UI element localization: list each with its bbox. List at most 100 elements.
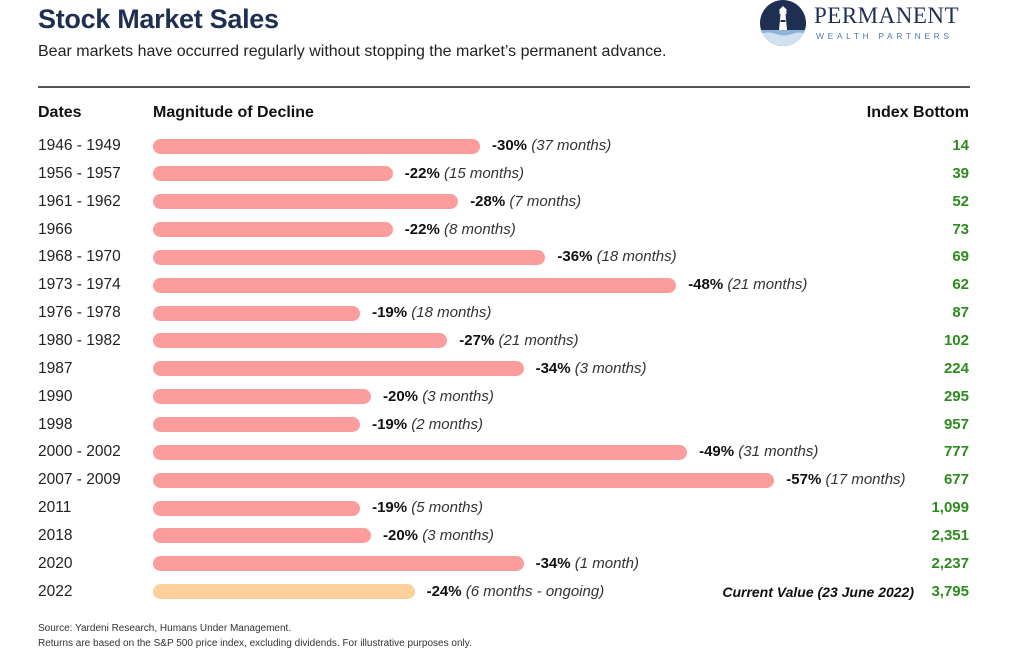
column-header-dates: Dates: [38, 104, 82, 121]
row-date: 1987: [38, 359, 73, 377]
decline-bar: [153, 333, 448, 349]
decline-data-label: -24% (6 months - ongoing): [427, 583, 605, 600]
decline-bar: [153, 444, 688, 460]
footnotes: Source: Yardeni Research, Humans Under M…: [38, 621, 472, 651]
row-date: 1976 - 1978: [38, 304, 121, 322]
decline-bar-ongoing: [153, 584, 415, 600]
decline-duration: (3 months): [418, 526, 494, 544]
decline-data-label: -48% (21 months): [688, 276, 807, 293]
company-logo: PERMANENT WEALTH PARTNERS: [760, 0, 972, 50]
decline-percent: -34%: [535, 359, 571, 377]
decline-data-label: -49% (31 months): [699, 443, 818, 460]
decline-duration: (18 months): [592, 248, 677, 266]
decline-duration: (21 months): [494, 331, 579, 349]
decline-percent: -19%: [372, 304, 408, 322]
decline-data-label: -19% (2 months): [372, 416, 483, 433]
decline-percent: -34%: [535, 554, 571, 572]
decline-duration: (1 month): [570, 554, 639, 572]
decline-bar: [153, 389, 371, 405]
header-divider: [38, 86, 970, 88]
row-date: 2018: [38, 526, 73, 544]
index-bottom-value: 295: [943, 387, 969, 405]
decline-percent: -24%: [426, 582, 462, 600]
decline-duration: (3 months): [418, 387, 494, 405]
row-date: 1946 - 1949: [38, 137, 121, 154]
row-date: 2022: [38, 582, 73, 600]
index-bottom-value: 2,351: [931, 526, 969, 544]
decline-percent: -19%: [372, 499, 408, 517]
row-date: 2000 - 2002: [38, 443, 121, 461]
decline-bar: [153, 556, 524, 572]
decline-percent: -28%: [470, 192, 506, 210]
decline-bar: [153, 277, 677, 293]
decline-data-label: -30% (37 months): [492, 137, 611, 154]
index-bottom-value: 777: [943, 443, 969, 461]
index-bottom-value: 1,099: [931, 499, 969, 517]
decline-percent: -20%: [383, 526, 419, 544]
index-bottom-value: 957: [943, 415, 969, 433]
decline-bar: [153, 305, 361, 321]
page-title: Stock Market Sales: [38, 4, 279, 34]
decline-data-label: -20% (3 months): [383, 388, 494, 405]
decline-duration: (3 months): [570, 359, 647, 377]
index-bottom-value: 69: [952, 248, 969, 266]
current-value-label: Current Value (23 June 2022): [722, 583, 914, 600]
row-date: 2011: [38, 499, 72, 517]
decline-percent: -27%: [459, 331, 495, 349]
decline-percent: -36%: [557, 248, 593, 266]
decline-data-label: -22% (8 months): [405, 221, 516, 238]
decline-bar: [153, 417, 361, 432]
row-date: 1966: [38, 220, 73, 238]
decline-percent: -20%: [383, 387, 419, 405]
row-date: 1956 - 1957: [38, 164, 121, 182]
decline-bar: [153, 222, 393, 238]
decline-data-label: -27% (21 months): [459, 332, 578, 349]
decline-duration: (2 months): [407, 415, 483, 433]
decline-data-label: -20% (3 months): [383, 527, 494, 544]
decline-bar: [153, 361, 524, 377]
index-bottom-value: 677: [943, 471, 969, 489]
page-subtitle: Bear markets have occurred regularly wit…: [38, 43, 667, 60]
row-date: 1990: [38, 387, 73, 405]
decline-percent: -49%: [699, 443, 735, 461]
index-bottom-value: 87: [952, 304, 969, 322]
decline-bar: [153, 138, 480, 154]
decline-percent: -30%: [492, 137, 528, 154]
decline-data-label: -36% (18 months): [557, 248, 676, 265]
index-bottom-value: 14: [952, 137, 969, 154]
row-date: 1961 - 1962: [38, 192, 121, 210]
decline-percent: -22%: [404, 220, 440, 238]
row-date: 2020: [38, 554, 73, 572]
decline-bar: [153, 500, 361, 516]
index-bottom-value: 39: [952, 164, 969, 182]
decline-duration: (15 months): [439, 164, 525, 182]
row-date: 2007 - 2009: [38, 471, 121, 489]
decline-percent: -57%: [786, 471, 822, 489]
index-bottom-value: 102: [943, 331, 969, 349]
decline-duration: (5 months): [407, 499, 483, 517]
row-date: 1968 - 1970: [38, 248, 121, 266]
decline-data-label: -34% (1 month): [536, 555, 639, 572]
decline-bar: [153, 166, 393, 182]
decline-duration: (6 months - ongoing): [461, 582, 605, 600]
row-date: 1973 - 1974: [38, 276, 121, 294]
decline-data-label: -22% (15 months): [405, 165, 524, 182]
index-bottom-value: 73: [952, 220, 969, 238]
decline-bar: [153, 194, 459, 210]
decline-duration: (18 months): [407, 304, 492, 322]
row-date: 1998: [38, 415, 73, 433]
decline-bar: [153, 528, 371, 544]
decline-duration: (21 months): [723, 276, 808, 294]
decline-duration: (8 months): [439, 220, 516, 238]
method-note: Returns are based on the S&P 500 price i…: [38, 638, 472, 649]
decline-percent: -19%: [372, 415, 408, 433]
logo-tagline: WEALTH PARTNERS: [816, 31, 953, 41]
decline-data-label: -19% (18 months): [372, 304, 491, 321]
index-bottom-value: 3,795: [931, 582, 969, 600]
decline-duration: (17 months): [821, 471, 906, 489]
index-bottom-value: 62: [952, 276, 969, 294]
index-bottom-value: 52: [952, 192, 969, 210]
logo-wordmark: PERMANENT: [814, 3, 960, 28]
column-header-magnitude: Magnitude of Decline: [153, 104, 314, 121]
index-bottom-value: 224: [943, 359, 969, 377]
